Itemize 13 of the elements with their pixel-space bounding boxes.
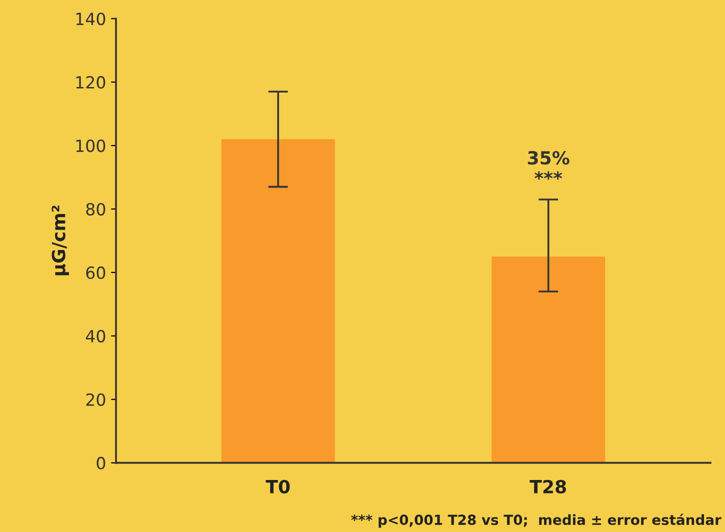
x-tick-label: T28 (530, 480, 566, 494)
annotation: 35% *** (528, 150, 570, 180)
y-tick-label: 80 (86, 202, 106, 216)
y-axis-title: µG/cm² (52, 206, 69, 276)
y-tick-label: 60 (86, 266, 106, 280)
y-tick-label: 120 (76, 76, 106, 89)
y-tick-label: 0 (96, 456, 106, 470)
y-tick-label: 20 (86, 393, 106, 406)
x-tick-label: T0 (266, 480, 290, 494)
text: *** p<0,001 T28 vs T0; media ± error estándar (351, 514, 722, 528)
y-tick-label: 40 (86, 330, 106, 342)
y-tick-label: 100 (76, 140, 106, 152)
y-tick-label: 140 (76, 12, 106, 26)
